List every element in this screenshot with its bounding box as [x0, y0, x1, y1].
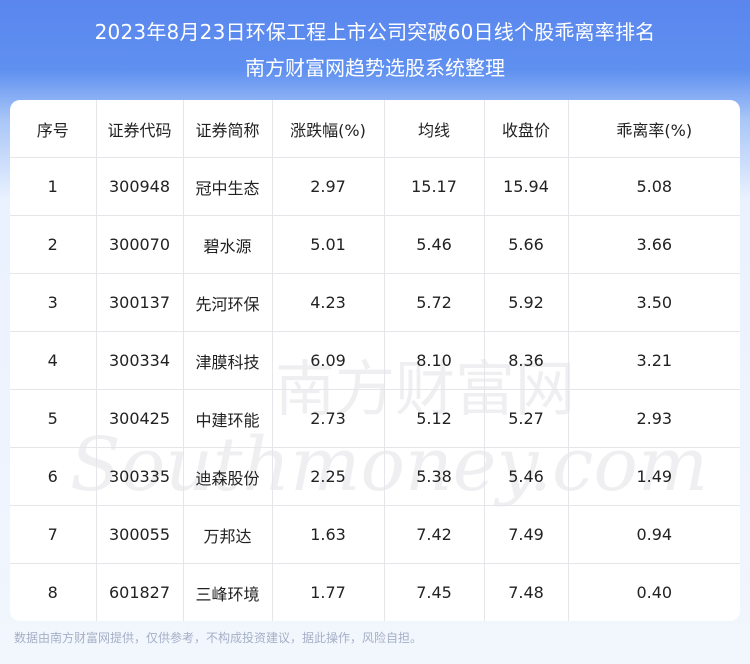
- col-header-code: 证券代码: [95, 100, 184, 158]
- cell-name: 碧水源: [182, 215, 273, 274]
- col-header-close: 收盘价: [483, 100, 569, 158]
- cell-code: 300137: [95, 273, 184, 332]
- cell-bias: 3.50: [567, 273, 740, 332]
- cell-ma: 5.72: [383, 273, 485, 332]
- cell-bias: 3.21: [567, 331, 740, 390]
- cell-ma: 5.46: [383, 215, 485, 274]
- cell-name: 万邦达: [182, 505, 273, 564]
- cell-change: 4.23: [271, 273, 385, 332]
- cell-code: 300334: [95, 331, 184, 390]
- cell-close: 5.66: [483, 215, 569, 274]
- cell-code: 300070: [95, 215, 184, 274]
- header: 2023年8月23日环保工程上市公司突破60日线个股乖离率排名 南方财富网趋势选…: [0, 0, 750, 100]
- cell-rank: 2: [10, 215, 97, 274]
- table-row: 8 601827 三峰环境 1.77 7.45 7.48 0.40: [10, 563, 740, 621]
- header-row: 序号 证券代码 证券简称 涨跌幅(%) 均线 收盘价 乖离率(%): [10, 100, 740, 158]
- cell-bias: 0.40: [567, 563, 740, 621]
- table-row: 7 300055 万邦达 1.63 7.42 7.49 0.94: [10, 505, 740, 564]
- cell-code: 601827: [95, 563, 184, 621]
- table-row: 1 300948 冠中生态 2.97 15.17 15.94 5.08: [10, 157, 740, 216]
- cell-ma: 5.38: [383, 447, 485, 506]
- cell-name: 迪森股份: [182, 447, 273, 506]
- col-header-rank: 序号: [10, 100, 97, 158]
- cell-change: 5.01: [271, 215, 385, 274]
- cell-name: 冠中生态: [182, 157, 273, 216]
- table-row: 2 300070 碧水源 5.01 5.46 5.66 3.66: [10, 215, 740, 274]
- cell-bias: 0.94: [567, 505, 740, 564]
- title-line2: 南方财富网趋势选股系统整理: [245, 56, 505, 80]
- cell-rank: 4: [10, 331, 97, 390]
- cell-rank: 5: [10, 389, 97, 448]
- cell-code: 300055: [95, 505, 184, 564]
- cell-ma: 7.42: [383, 505, 485, 564]
- cell-ma: 15.17: [383, 157, 485, 216]
- cell-ma: 8.10: [383, 331, 485, 390]
- cell-change: 2.97: [271, 157, 385, 216]
- col-header-change: 涨跌幅(%): [271, 100, 385, 158]
- table-row: 3 300137 先河环保 4.23 5.72 5.92 3.50: [10, 273, 740, 332]
- table-row: 6 300335 迪森股份 2.25 5.38 5.46 1.49: [10, 447, 740, 506]
- cell-ma: 5.12: [383, 389, 485, 448]
- cell-change: 2.73: [271, 389, 385, 448]
- table-row: 5 300425 中建环能 2.73 5.12 5.27 2.93: [10, 389, 740, 448]
- cell-change: 6.09: [271, 331, 385, 390]
- cell-bias: 5.08: [567, 157, 740, 216]
- col-header-bias: 乖离率(%): [567, 100, 740, 158]
- cell-rank: 3: [10, 273, 97, 332]
- title-line1: 2023年8月23日环保工程上市公司突破60日线个股乖离率排名: [94, 20, 656, 44]
- cell-close: 5.27: [483, 389, 569, 448]
- cell-change: 1.63: [271, 505, 385, 564]
- cell-rank: 1: [10, 157, 97, 216]
- cell-close: 8.36: [483, 331, 569, 390]
- cell-close: 5.92: [483, 273, 569, 332]
- cell-name: 三峰环境: [182, 563, 273, 621]
- cell-ma: 7.45: [383, 563, 485, 621]
- col-header-ma: 均线: [383, 100, 485, 158]
- cell-close: 7.49: [483, 505, 569, 564]
- disclaimer: 数据由南方财富网提供，仅供参考，不构成投资建议，据此操作，风险自担。: [14, 631, 423, 645]
- cell-bias: 3.66: [567, 215, 740, 274]
- cell-name: 津膜科技: [182, 331, 273, 390]
- cell-rank: 6: [10, 447, 97, 506]
- cell-change: 1.77: [271, 563, 385, 621]
- cell-change: 2.25: [271, 447, 385, 506]
- cell-bias: 1.49: [567, 447, 740, 506]
- cell-rank: 7: [10, 505, 97, 564]
- cell-rank: 8: [10, 563, 97, 621]
- cell-code: 300425: [95, 389, 184, 448]
- cell-close: 5.46: [483, 447, 569, 506]
- cell-bias: 2.93: [567, 389, 740, 448]
- table-card: 南方财富网 Southmoney.com 序号 证券代码 证券简称 涨跌幅(%)…: [10, 100, 740, 621]
- ranking-table: 序号 证券代码 证券简称 涨跌幅(%) 均线 收盘价 乖离率(%) 1 3009…: [10, 100, 740, 621]
- cell-close: 7.48: [483, 563, 569, 621]
- table-row: 4 300334 津膜科技 6.09 8.10 8.36 3.21: [10, 331, 740, 390]
- cell-name: 中建环能: [182, 389, 273, 448]
- cell-close: 15.94: [483, 157, 569, 216]
- cell-name: 先河环保: [182, 273, 273, 332]
- col-header-name: 证券简称: [182, 100, 273, 158]
- cell-code: 300335: [95, 447, 184, 506]
- cell-code: 300948: [95, 157, 184, 216]
